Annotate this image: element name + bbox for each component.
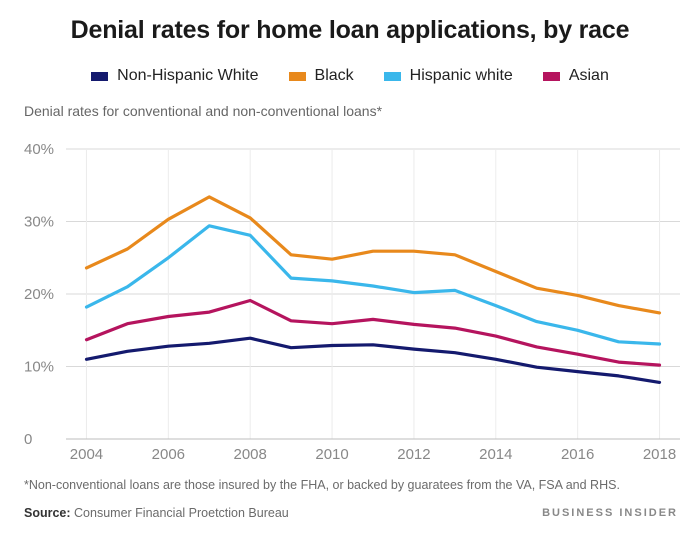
x-tick-label: 2004 (70, 446, 103, 463)
legend-label: Non-Hispanic White (117, 67, 259, 84)
source-label: Source: (24, 506, 71, 520)
legend-label: Asian (568, 67, 609, 84)
y-tick-label: 30% (24, 214, 54, 231)
x-tick-label: 2016 (561, 446, 594, 463)
legend-swatch (383, 71, 401, 81)
y-tick-label: 40% (24, 141, 54, 158)
chart-title: Denial rates for home loan applications,… (70, 16, 630, 44)
legend-swatch (91, 71, 109, 81)
footnote: *Non-conventional loans are those insure… (24, 478, 620, 492)
y-tick-label: 10% (24, 359, 54, 376)
x-tick-label: 2018 (643, 446, 676, 463)
source-note: Source: Consumer Financial Proetction Bu… (24, 506, 289, 520)
source-text: Consumer Financial Proetction Bureau (74, 506, 289, 520)
line-chart: 0 10% 20% 30% 40% 2004 2006 2008 2010 2012 2014 201… (24, 141, 680, 463)
series-line-black (84, 195, 662, 315)
axes: 0 10% 20% 30% 40% 2004 2006 2008 2010 2012 2014 201… (24, 141, 680, 463)
legend-item: Black (288, 67, 354, 85)
legend-swatch (288, 71, 306, 81)
legend-item: Non-Hispanic White (91, 67, 259, 85)
legend-item: Asian (542, 67, 609, 85)
legend-swatch (542, 71, 560, 81)
x-tick-label: 2008 (234, 446, 267, 463)
x-tick-label: 2006 (152, 446, 185, 463)
gridlines (66, 148, 680, 439)
x-tick-label: 2010 (315, 446, 348, 463)
legend-label: Black (314, 67, 354, 84)
legend-item: Hispanic white (383, 67, 513, 85)
legend: Non-Hispanic White Black Hispanic white Asi… (0, 67, 700, 85)
series-line-hispanic-white (84, 224, 662, 346)
series-line-asian (84, 298, 662, 367)
x-tick-label: 2014 (479, 446, 512, 463)
series-lines (84, 195, 662, 384)
y-tick-label: 0 (24, 431, 32, 448)
legend-label: Hispanic white (409, 67, 513, 84)
x-tick-label: 2012 (397, 446, 430, 463)
brand-logo: BUSINESS INSIDER (542, 507, 678, 519)
series-line-non-hispanic-white (84, 336, 662, 384)
y-tick-label: 20% (24, 286, 54, 303)
chart-subtitle: Denial rates for conventional and non-co… (24, 103, 383, 119)
